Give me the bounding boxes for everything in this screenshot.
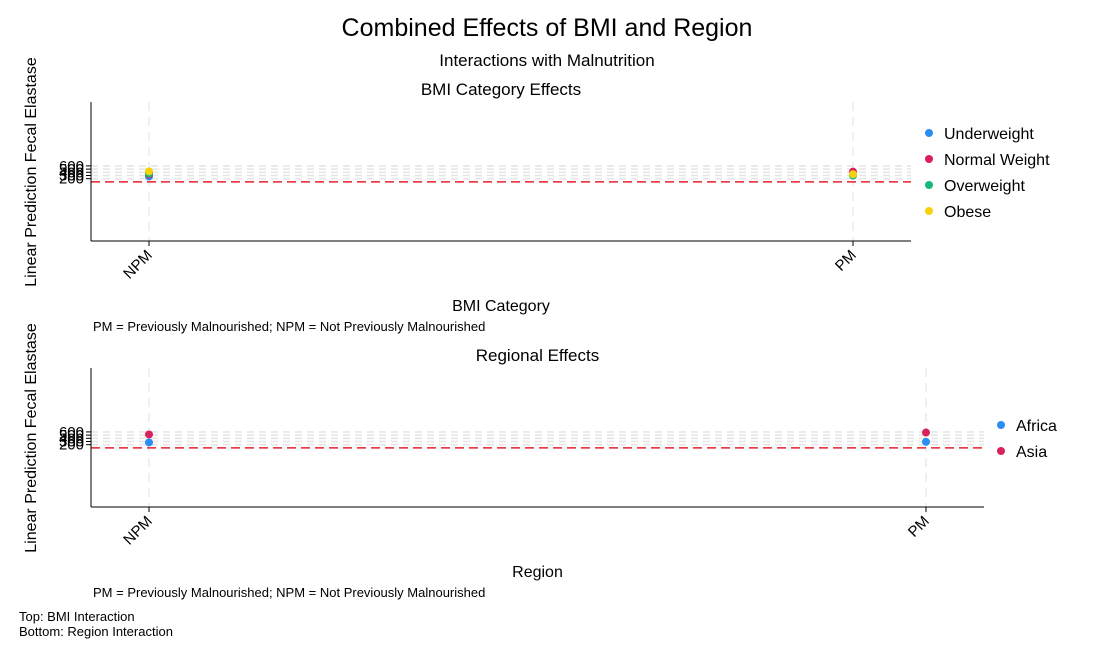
panel2-x-tick-label: PM [905,513,933,541]
panel2-point-africa [145,438,153,447]
panel2-point-africa [922,437,930,446]
panel2-y-tick-label: 200 [59,437,84,454]
panel2-legend-marker [997,447,1005,455]
panel2-note: PM = Previously Malnourished; NPM = Not … [93,585,485,600]
caption-line-bottom: Bottom: Region Interaction [19,624,173,639]
panel1-x-tick-label: NPM [120,247,156,283]
panel1-y-tick-label: 300 [59,167,84,184]
panel1-title: BMI Category Effects [421,80,581,99]
panel1-y-tick-label: 200 [59,171,84,188]
panel2-x-tick-label: NPM [120,513,156,549]
panel1-legend-label: Normal Weight [944,152,1050,169]
panel1-point-obese [145,167,153,176]
panel1-legend-label: Overweight [944,178,1025,195]
panel1-x-axis-label: BMI Category [452,298,550,315]
panel1-legend-label: Obese [944,204,991,221]
figure-subtitle: Interactions with Malnutrition [439,51,655,70]
panel1-y-tick-label: 500 [59,161,84,178]
panel2-y-tick-label: 400 [59,430,84,447]
panel2-legend-label: Africa [1016,418,1057,435]
panel1-legend-marker [925,155,933,163]
panel2-y-tick-label: 300 [59,433,84,450]
panel1-y-tick-label: 400 [59,164,84,181]
panel1-x-tick-label: PM [832,247,860,275]
panel1-legend-marker [925,181,933,189]
panel2-point-asia [145,430,153,439]
panel2-legend-marker [997,421,1005,429]
panel1-legend-label: Underweight [944,126,1034,143]
panel2-x-axis-label: Region [512,564,563,581]
panel2-y-tick-label: 500 [59,427,84,444]
panel1-y-tick-label: 600 [59,158,84,175]
panel1-legend-marker [925,207,933,215]
caption-line-top: Top: BMI Interaction [19,609,135,624]
panel2-point-asia [922,428,930,437]
panel1-y-axis-label: Linear Prediction Fecal Elastase [23,57,40,287]
figure-title: Combined Effects of BMI and Region [341,14,753,42]
panel2-legend-label: Asia [1016,444,1047,461]
panel2-title: Regional Effects [476,346,599,365]
panel1-note: PM = Previously Malnourished; NPM = Not … [93,319,485,334]
panel1-point-obese [849,170,857,179]
panel1-legend-marker [925,129,933,137]
panel2-y-axis-label: Linear Prediction Fecal Elastase [23,323,40,553]
panel2-y-tick-label: 600 [59,424,84,441]
